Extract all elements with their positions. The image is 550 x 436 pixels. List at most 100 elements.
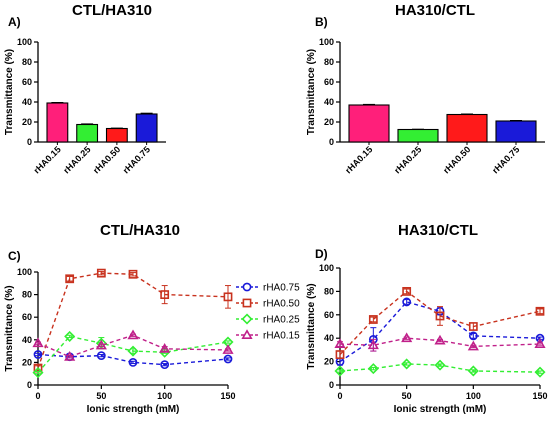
data-point xyxy=(401,358,413,370)
x-tick-label: rHA0.50 xyxy=(441,144,472,175)
y-tick-label: 60 xyxy=(324,77,334,87)
bar-rha0-50 xyxy=(105,127,128,143)
data-point xyxy=(223,354,233,364)
x-tick-label: 50 xyxy=(402,391,412,401)
y-tick-label: 80 xyxy=(22,290,32,300)
y-tick-label: 60 xyxy=(22,77,32,87)
x-tick-label: 100 xyxy=(157,391,172,401)
y-axis-label: Transmittance (%) xyxy=(4,285,15,371)
data-point xyxy=(127,329,139,340)
bar-rha0-50 xyxy=(446,113,488,143)
data-point xyxy=(95,337,107,349)
bar-rha0-25 xyxy=(397,128,439,143)
data-point xyxy=(434,334,446,345)
series-line xyxy=(37,272,229,369)
y-tick-label: 80 xyxy=(324,286,334,296)
y-axis-label: Transmittance (%) xyxy=(306,283,317,369)
bar-rha0-15 xyxy=(46,102,69,143)
y-tick-label: 20 xyxy=(324,357,334,367)
x-tick-label: 0 xyxy=(35,391,40,401)
series-line xyxy=(339,301,541,363)
data-point xyxy=(534,366,546,378)
y-tick-label: 20 xyxy=(324,117,334,127)
x-axis-label: Ionic strength (mM) xyxy=(87,404,180,415)
bar-rha0-75 xyxy=(135,113,158,143)
data-point xyxy=(534,338,546,349)
y-tick-label: 0 xyxy=(27,380,32,390)
panel-title: HA310/CTL xyxy=(395,2,475,19)
x-tick-label: rHA0.25 xyxy=(61,144,92,175)
x-tick-label: rHA0.75 xyxy=(121,144,152,175)
data-point xyxy=(467,340,479,351)
bar-rha0-15 xyxy=(348,104,390,143)
legend-label: rHA0.75 xyxy=(263,283,300,294)
x-tick-label: 0 xyxy=(337,391,342,401)
x-tick-label: rHA0.15 xyxy=(343,144,374,175)
data-point xyxy=(401,332,413,343)
data-point xyxy=(128,269,138,279)
legend-label: rHA0.50 xyxy=(263,299,300,310)
data-point xyxy=(64,350,76,361)
data-point xyxy=(434,359,446,371)
x-axis-label: Ionic strength (mM) xyxy=(394,404,487,415)
panel-title: HA310/CTL xyxy=(398,222,478,239)
panel-label: B) xyxy=(315,15,328,29)
data-point xyxy=(368,315,378,324)
series-line xyxy=(37,353,229,366)
data-point xyxy=(435,311,445,321)
data-point xyxy=(402,297,412,307)
data-point xyxy=(223,292,233,302)
x-tick-label: 150 xyxy=(532,391,547,401)
x-tick-label: rHA0.50 xyxy=(91,144,122,175)
y-tick-label: 0 xyxy=(329,137,334,147)
data-point xyxy=(32,337,44,348)
y-tick-label: 20 xyxy=(22,117,32,127)
data-point xyxy=(335,350,345,359)
series-rha0-15 xyxy=(334,332,546,352)
legend-marker xyxy=(241,329,253,339)
data-point xyxy=(468,322,478,331)
data-point xyxy=(535,306,545,316)
data-point xyxy=(402,286,412,296)
panel-label: A) xyxy=(8,15,21,29)
series-rha0-15 xyxy=(32,329,234,361)
data-point xyxy=(96,351,106,361)
y-tick-label: 40 xyxy=(324,97,334,107)
data-point xyxy=(95,339,107,350)
data-point xyxy=(222,344,234,354)
y-tick-label: 100 xyxy=(319,37,334,47)
data-point xyxy=(367,339,379,350)
data-point xyxy=(159,343,171,353)
panel-label: C) xyxy=(8,249,21,263)
legend-label: rHA0.25 xyxy=(263,315,300,326)
x-tick-label: 150 xyxy=(220,391,235,401)
series-rha0-50 xyxy=(335,286,545,359)
series-line xyxy=(339,290,541,356)
y-tick-label: 60 xyxy=(324,310,334,320)
data-point xyxy=(535,333,545,343)
series-line xyxy=(37,334,229,358)
data-point xyxy=(32,367,44,379)
y-tick-label: 40 xyxy=(324,333,334,343)
y-tick-label: 0 xyxy=(329,380,334,390)
legend-label: rHA0.15 xyxy=(263,331,300,342)
y-tick-label: 60 xyxy=(22,312,32,322)
data-point xyxy=(64,330,76,342)
panel-title: CTL/HA310 xyxy=(100,222,180,239)
data-point xyxy=(367,363,379,375)
series-line xyxy=(37,335,229,374)
legend-marker xyxy=(241,313,253,325)
y-tick-label: 80 xyxy=(22,57,32,67)
data-point xyxy=(33,350,43,359)
data-point xyxy=(334,365,346,377)
series-rha0-25 xyxy=(334,358,546,378)
y-tick-label: 80 xyxy=(324,57,334,67)
x-tick-label: rHA0.25 xyxy=(392,144,423,175)
bar-rha0-75 xyxy=(495,120,537,143)
y-tick-label: 40 xyxy=(22,335,32,345)
legend-marker xyxy=(242,298,252,308)
panel-title: CTL/HA310 xyxy=(72,2,152,19)
